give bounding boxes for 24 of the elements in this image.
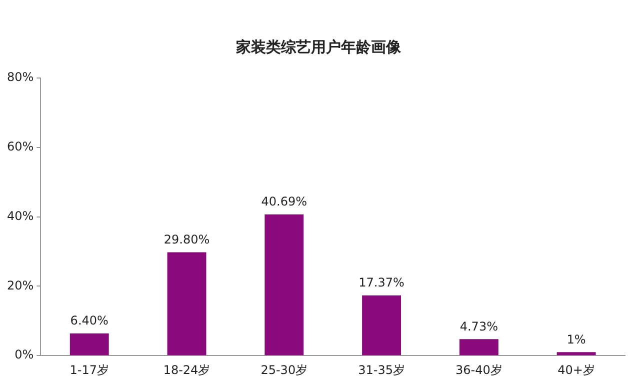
bar [556, 352, 596, 356]
data-label: 1% [566, 332, 586, 346]
data-label: 40.69% [261, 194, 308, 209]
bar [167, 252, 206, 356]
bar [459, 339, 498, 356]
y-tick-label: 80% [7, 70, 34, 84]
data-label: 4.73% [460, 319, 498, 334]
x-tick-label: 18-24岁 [163, 362, 210, 377]
bar [264, 214, 304, 356]
y-tick-label: 40% [7, 208, 34, 223]
chart-title: 家装类综艺用户年龄画像 [235, 38, 402, 57]
y-tick-label: 0% [14, 348, 34, 362]
bar [70, 333, 109, 356]
x-tick-label: 1-17岁 [70, 362, 109, 377]
y-tick-label: 20% [7, 278, 34, 292]
data-label: 17.37% [358, 275, 404, 290]
x-tick-label: 25-30岁 [260, 362, 308, 377]
x-tick-label: 36-40岁 [455, 362, 502, 377]
data-label: 29.80% [164, 232, 210, 246]
data-label: 6.40% [70, 314, 108, 328]
bar [362, 295, 402, 356]
x-tick-label: 31-35岁 [358, 362, 405, 377]
y-tick-label: 60% [7, 140, 34, 154]
x-tick-label: 40+岁 [558, 362, 595, 377]
